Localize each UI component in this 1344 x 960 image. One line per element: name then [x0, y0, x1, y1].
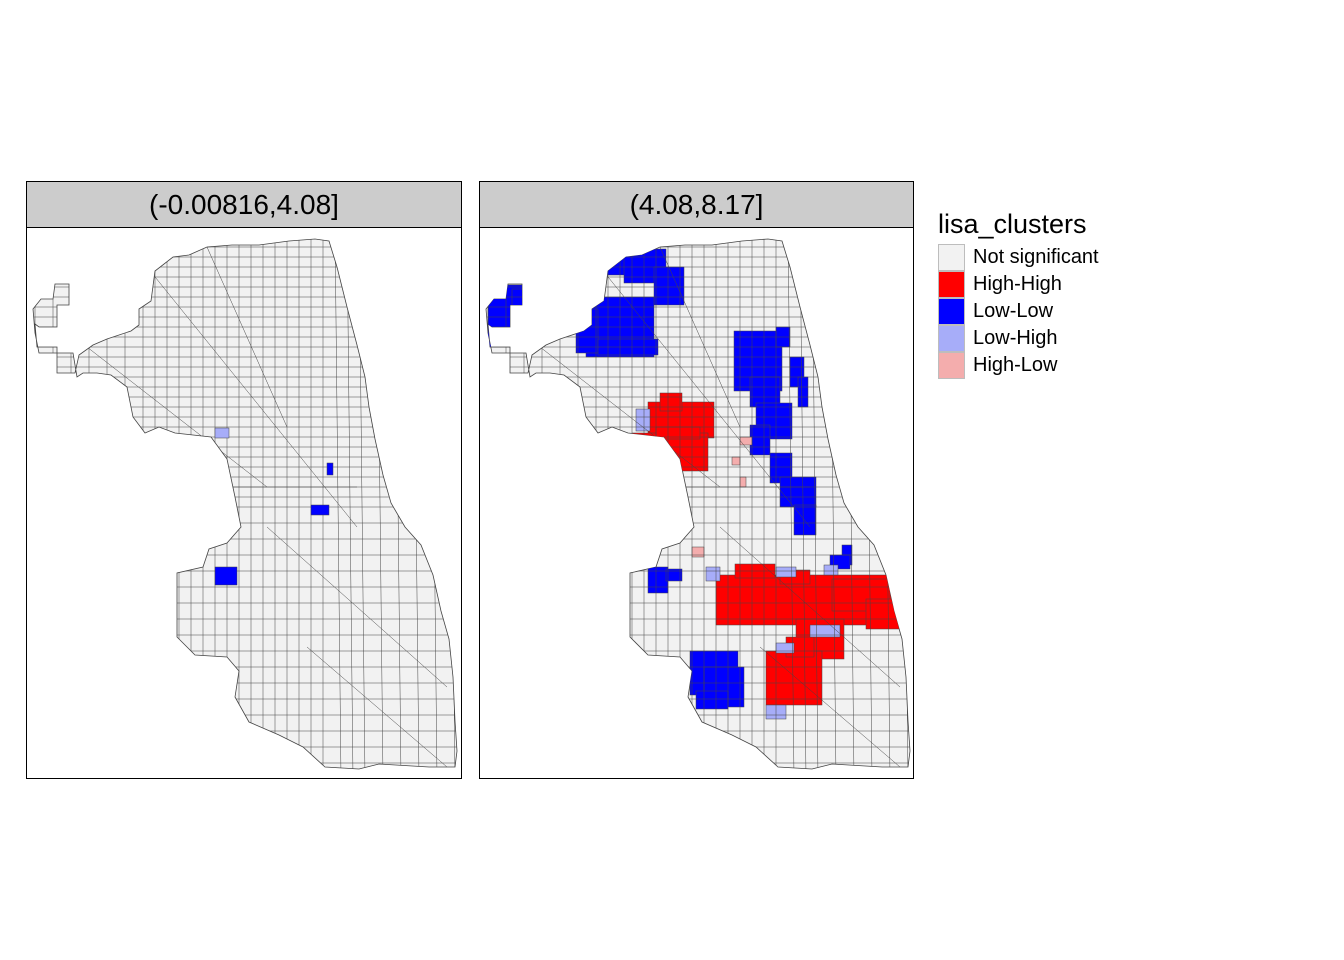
legend-label: High-High — [973, 273, 1062, 295]
map-panel-high: (4.08,8.17] — [479, 181, 914, 779]
tract-cluster — [775, 566, 797, 578]
tract-cluster — [797, 376, 809, 408]
map-canvas — [32, 238, 458, 770]
panel-title: (-0.00816,4.08] — [27, 182, 461, 228]
tract-cluster — [665, 568, 683, 582]
tract-cluster — [793, 504, 817, 536]
tract-cluster — [659, 392, 683, 412]
tract-cluster — [779, 476, 817, 508]
tract-cluster — [695, 690, 729, 710]
legend-swatch — [938, 298, 965, 325]
tract-cluster — [326, 462, 334, 476]
cluster-patches — [214, 427, 334, 586]
tract-cluster — [775, 642, 795, 654]
tract-cluster — [635, 408, 651, 432]
legend-label: Low-Low — [973, 300, 1054, 322]
legend-label: Low-High — [973, 327, 1058, 349]
legend-item-low-high: Low-High — [938, 325, 1087, 352]
legend-swatch — [938, 352, 965, 379]
tract-cluster — [691, 546, 705, 558]
tract-cluster — [511, 288, 541, 346]
tract-cluster — [653, 266, 685, 306]
tract-cluster — [749, 376, 781, 408]
tract-cluster — [214, 566, 238, 586]
tract-cluster — [637, 456, 651, 470]
panel-title: (4.08,8.17] — [480, 182, 913, 228]
tract-cluster — [310, 504, 330, 516]
map-legend: lisa_clusters Not significant High-High … — [938, 208, 1099, 379]
legend-swatch — [938, 244, 965, 271]
tract-cluster — [739, 476, 747, 488]
map-canvas — [485, 238, 911, 770]
tract-cluster — [214, 427, 230, 439]
tract-cluster — [629, 440, 641, 458]
legend-label: Not significant — [973, 246, 1099, 268]
legend-swatch — [938, 271, 965, 298]
tract-cluster — [809, 624, 841, 638]
legend-swatch — [938, 325, 965, 352]
tract-cluster — [749, 424, 771, 456]
tract-cluster — [739, 436, 753, 446]
tract-cluster — [823, 564, 839, 576]
tract-cluster — [705, 566, 721, 582]
legend-item-not-significant: Not significant — [938, 244, 1099, 271]
legend-title: lisa_clusters — [938, 209, 1087, 239]
legend-item-low-low: Low-Low — [938, 298, 1087, 325]
tract-cluster — [731, 456, 741, 466]
legend-label: High-Low — [973, 354, 1058, 376]
city-outline — [32, 238, 458, 770]
tract-cluster — [575, 308, 599, 354]
legend-item-high-low: High-Low — [938, 352, 1087, 379]
tract-cluster — [597, 252, 629, 276]
legend-item-high-high: High-High — [938, 271, 1087, 298]
map-panel-low: (-0.00816,4.08] — [26, 181, 462, 779]
